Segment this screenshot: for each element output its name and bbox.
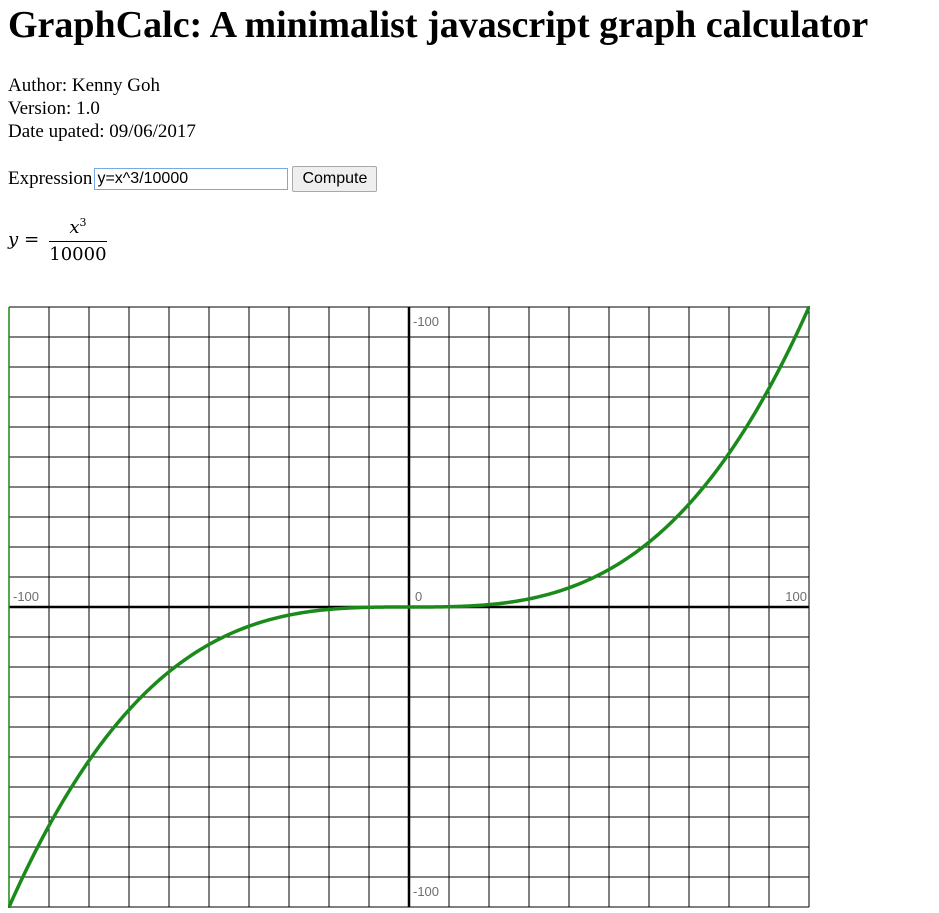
- x-min-tick-label: -100: [13, 589, 39, 604]
- x-max-tick-label: 100: [785, 589, 807, 604]
- date-line: Date upated: 09/06/2017: [8, 121, 196, 142]
- formula-exponent: 3: [79, 216, 87, 229]
- y-top-tick-label: -100: [413, 314, 439, 329]
- expression-input[interactable]: [94, 168, 289, 190]
- formula-denominator: 10000: [49, 244, 107, 265]
- function-curve: [8, 306, 810, 908]
- expression-label: Expression: [8, 168, 93, 189]
- formula-equals: =: [24, 228, 40, 250]
- graph-canvas[interactable]: -100 0 100 -100 -100: [8, 306, 810, 908]
- formula-lhs: y: [8, 228, 19, 250]
- formula-numerator-base: x: [69, 217, 80, 238]
- metadata-block: Author: Kenny Goh Version: 1.0 Date upat…: [8, 74, 196, 143]
- expression-row: Expression Compute: [8, 165, 378, 193]
- origin-tick-label: 0: [415, 589, 422, 604]
- formula-fraction: x3 10000: [49, 212, 107, 266]
- fraction-bar: [49, 241, 107, 242]
- rendered-formula: y = x3 10000: [8, 212, 107, 266]
- compute-button[interactable]: Compute: [292, 166, 378, 192]
- version-line: Version: 1.0: [8, 98, 100, 119]
- page-title: GraphCalc: A minimalist javascript graph…: [8, 4, 869, 46]
- author-line: Author: Kenny Goh: [8, 75, 160, 96]
- y-bottom-tick-label: -100: [413, 884, 439, 899]
- formula-numerator: x3: [65, 212, 90, 241]
